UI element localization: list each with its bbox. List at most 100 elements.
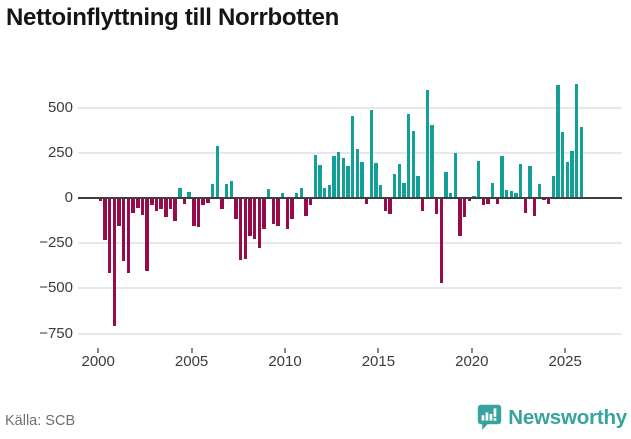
quarter-bar (187, 191, 191, 198)
quarter-bar (196, 199, 201, 228)
quarter-bar (164, 199, 168, 218)
quarter-bar (192, 199, 196, 227)
quarter-bar (463, 199, 467, 218)
quarter-bar (444, 171, 448, 198)
x-axis-tick-mark (470, 348, 473, 353)
quarter-bar (346, 166, 350, 198)
quarter-bar (500, 155, 504, 198)
quarter-bar (416, 176, 420, 198)
y-axis-tick-label: −250 (39, 234, 73, 252)
quarter-bar (122, 199, 126, 262)
quarter-bar (378, 185, 383, 198)
quarter-bar (369, 110, 373, 198)
quarter-bar (112, 199, 117, 326)
quarter-bar (547, 199, 551, 205)
quarter-bar (556, 85, 560, 198)
quarter-bar (542, 199, 546, 200)
quarter-bar (449, 192, 453, 198)
quarter-bar (505, 189, 509, 198)
x-axis-tick-label: 2000 (81, 353, 115, 370)
quarter-bar (201, 199, 205, 206)
quarter-bar (262, 199, 266, 229)
quarter-bar (304, 199, 308, 217)
quarter-bar (402, 182, 406, 198)
quarter-bar (224, 184, 229, 198)
quarter-bar (98, 199, 103, 201)
x-axis-tick-label: 2025 (548, 353, 582, 370)
quarter-bar (430, 124, 434, 198)
y-axis-tick-label: −750 (39, 324, 73, 342)
quarter-bar (523, 199, 528, 213)
quarter-bar (434, 199, 439, 215)
quarter-bar (341, 158, 345, 198)
gridline (78, 106, 622, 109)
x-axis-tick-label: 2015 (361, 353, 396, 370)
quarter-bar (140, 199, 145, 216)
quarter-bar (509, 190, 514, 198)
quarter-bar (220, 199, 224, 209)
x-axis-tick-label: 2020 (455, 353, 489, 370)
quarter-bar (458, 199, 462, 237)
quarter-bar (439, 199, 444, 284)
quarter-bar (374, 162, 378, 198)
quarter-bar (565, 161, 570, 198)
quarter-bar (364, 199, 369, 205)
quarter-bar (308, 199, 313, 206)
quarter-bar (514, 192, 518, 198)
quarter-bar (285, 199, 289, 229)
newsworthy-wordmark: Newsworthy (508, 405, 627, 429)
quarter-bar (215, 145, 219, 198)
quarter-bar (392, 174, 397, 198)
quarter-bar (533, 199, 537, 217)
x-axis-tick-label: 2010 (268, 353, 302, 370)
quarter-bar (266, 188, 271, 198)
quarter-bar (136, 199, 140, 209)
zero-baseline (78, 197, 622, 199)
quarter-bar (388, 199, 392, 215)
quarter-bar (537, 184, 542, 198)
x-axis-tick-mark (97, 348, 100, 353)
quarter-bar (420, 199, 425, 211)
quarter-bar (238, 199, 243, 261)
newsworthy-logo: Newsworthy (477, 404, 627, 431)
quarter-bar (453, 152, 458, 198)
quarter-bar (327, 185, 331, 198)
gridline (78, 242, 622, 245)
quarter-bar (528, 166, 532, 198)
quarter-bar (294, 192, 299, 198)
quarter-bar (491, 182, 495, 198)
quarter-bar (477, 160, 481, 198)
newsworthy-speech-bubble-chart-icon (478, 404, 502, 430)
quarter-bar (425, 89, 430, 198)
quarter-bar (481, 199, 486, 206)
quarter-bar (248, 199, 252, 237)
quarter-bar (131, 199, 135, 213)
quarter-bar (173, 199, 177, 221)
quarter-bar (383, 199, 387, 211)
quarter-bar (360, 161, 364, 198)
quarter-bar (168, 199, 173, 209)
quarter-bar (561, 132, 565, 198)
gridline (78, 332, 622, 335)
quarter-bar (126, 199, 131, 274)
quarter-bar (570, 150, 574, 198)
quarter-bar (276, 199, 280, 227)
x-axis-tick-label: 2005 (174, 353, 209, 370)
quarter-bar (336, 151, 341, 198)
quarter-bar (271, 199, 275, 225)
quarter-bar (313, 154, 317, 198)
quarter-bar (519, 163, 523, 198)
quarter-bar (257, 199, 261, 248)
quarter-bar (103, 199, 107, 240)
gridline (78, 287, 622, 290)
quarter-bar (467, 199, 472, 201)
quarter-bar (579, 126, 584, 198)
quarter-bar (406, 113, 411, 198)
y-axis-tick-label: 0 (64, 189, 73, 206)
gridline (78, 151, 622, 154)
y-axis-tick-label: 500 (47, 98, 73, 116)
quarter-bar (290, 199, 294, 219)
y-axis-tick-label: −500 (39, 279, 73, 297)
quarter-bar (486, 199, 490, 205)
